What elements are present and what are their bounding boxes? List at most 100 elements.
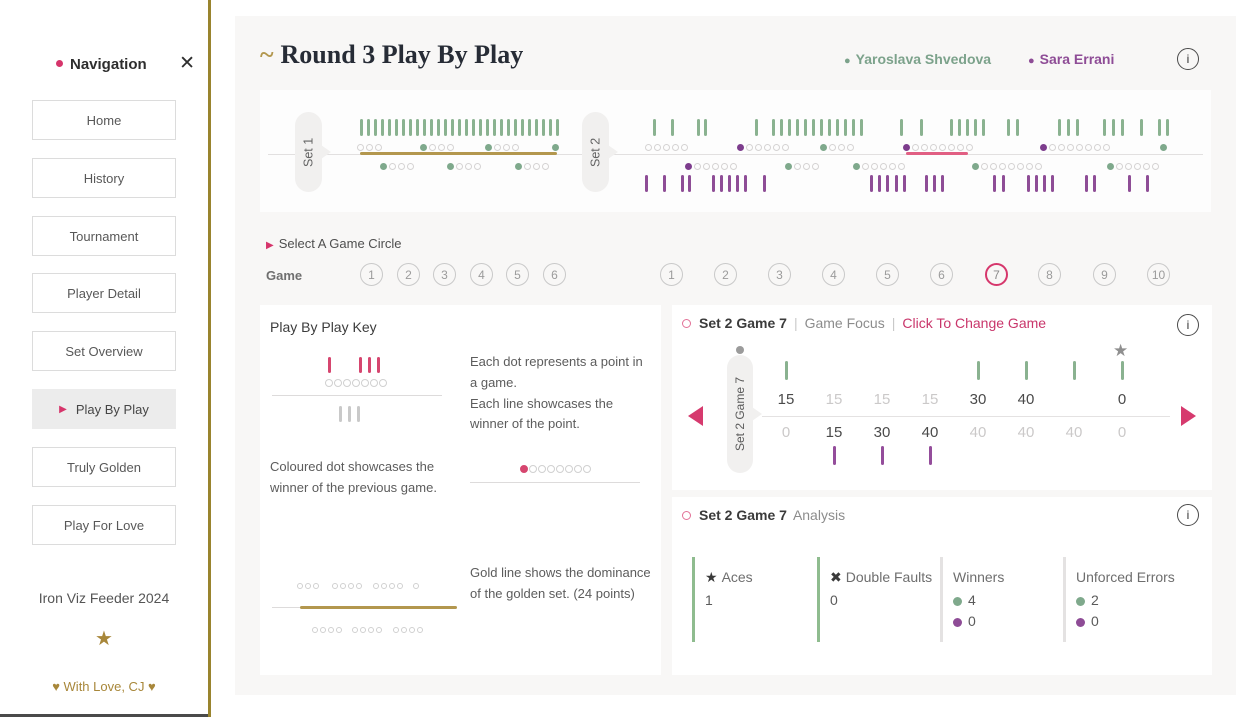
next-game-arrow[interactable] bbox=[1181, 406, 1196, 426]
point-tick-purple bbox=[878, 175, 881, 192]
point-dot bbox=[999, 163, 1006, 170]
point-tick-purple bbox=[744, 175, 747, 192]
close-icon[interactable]: ✕ bbox=[179, 53, 195, 74]
score-bottom: 40 bbox=[921, 424, 939, 441]
point-dot bbox=[533, 163, 540, 170]
game-circle-set1-1[interactable]: 1 bbox=[360, 263, 383, 286]
score-top: 15 bbox=[873, 391, 891, 408]
game-circle-set1-2[interactable]: 2 bbox=[397, 263, 420, 286]
point-dot bbox=[1103, 144, 1110, 151]
point-tick-green bbox=[974, 119, 977, 136]
point-tick-green bbox=[535, 119, 538, 136]
point-tick-green bbox=[556, 119, 559, 136]
sidebar-item-tournament[interactable]: Tournament bbox=[32, 216, 176, 256]
point-tick-green bbox=[402, 119, 405, 136]
point-tick-green bbox=[1007, 119, 1010, 136]
point-tick-green bbox=[812, 119, 815, 136]
point-dot bbox=[737, 144, 744, 151]
game-circle-set2-4[interactable]: 4 bbox=[822, 263, 845, 286]
info-icon[interactable]: i bbox=[1177, 314, 1199, 336]
point-tick-green bbox=[430, 119, 433, 136]
timeline-baseline bbox=[268, 154, 1203, 155]
sidebar-item-truly-golden[interactable]: Truly Golden bbox=[32, 447, 176, 487]
point-tick-purple bbox=[895, 175, 898, 192]
point-tick-green bbox=[1076, 119, 1079, 136]
key-dot-small bbox=[409, 627, 415, 633]
point-tick-purple bbox=[993, 175, 996, 192]
game-circle-set2-8[interactable]: 8 bbox=[1038, 263, 1061, 286]
sidebar-item-label: Player Detail bbox=[67, 285, 141, 301]
key-dot-small bbox=[393, 627, 399, 633]
point-dot bbox=[1107, 163, 1114, 170]
key-dot-small bbox=[373, 583, 379, 589]
sidebar-item-play-by-play[interactable]: ▶ Play By Play bbox=[32, 389, 176, 429]
game-circle-set2-10[interactable]: 10 bbox=[1147, 263, 1170, 286]
analysis-header: Set 2 Game 7 Analysis bbox=[682, 507, 845, 523]
stat-divider bbox=[1063, 557, 1066, 642]
game-circle-set2-5[interactable]: 5 bbox=[876, 263, 899, 286]
point-dot bbox=[1134, 163, 1141, 170]
previous-game-winner-dot bbox=[736, 346, 744, 354]
game-circle-set1-5[interactable]: 5 bbox=[506, 263, 529, 286]
point-tick-purple bbox=[663, 175, 666, 192]
change-game-link[interactable]: Click To Change Game bbox=[902, 315, 1047, 331]
sidebar-item-home[interactable]: Home bbox=[32, 100, 176, 140]
key-dot bbox=[556, 465, 564, 473]
point-dot bbox=[746, 144, 753, 151]
set-marker-arrow bbox=[608, 145, 618, 159]
point-dot bbox=[755, 144, 762, 151]
point-tick-green bbox=[772, 119, 775, 136]
game-circle-set2-3[interactable]: 3 bbox=[768, 263, 791, 286]
point-tick-purple bbox=[833, 446, 836, 465]
key-dot-small bbox=[305, 583, 311, 589]
info-icon[interactable]: i bbox=[1177, 504, 1199, 526]
point-dot bbox=[672, 144, 679, 151]
info-icon[interactable]: i bbox=[1177, 48, 1199, 70]
key-dot-small bbox=[313, 583, 319, 589]
key-dot-small bbox=[401, 627, 407, 633]
sidebar-item-set-overview[interactable]: Set Overview bbox=[32, 331, 176, 371]
stat-label-text: Winners bbox=[953, 569, 1005, 585]
point-tick-green bbox=[788, 119, 791, 136]
sidebar-item-label: Play For Love bbox=[63, 517, 145, 533]
point-tick-green bbox=[852, 119, 855, 136]
point-dot bbox=[957, 144, 964, 151]
previous-game-arrow[interactable] bbox=[688, 406, 703, 426]
point-dot bbox=[542, 163, 549, 170]
sidebar-item-label: Home bbox=[86, 112, 122, 128]
point-tick-purple bbox=[681, 175, 684, 192]
score-bottom: 40 bbox=[1017, 424, 1035, 441]
game-circle-set2-7[interactable]: 7 bbox=[985, 263, 1008, 286]
sidebar-item-play-for-love[interactable]: Play For Love bbox=[32, 505, 176, 545]
point-dot bbox=[375, 144, 382, 151]
point-tick-green bbox=[507, 119, 510, 136]
game-circle-set1-3[interactable]: 3 bbox=[433, 263, 456, 286]
score-top: 30 bbox=[969, 391, 987, 408]
point-tick-purple bbox=[736, 175, 739, 192]
key-text-coloured-dot: Coloured dot showcases the winner of the… bbox=[270, 459, 437, 495]
point-dot bbox=[785, 163, 792, 170]
key-dot bbox=[379, 379, 387, 387]
game-circle-set1-4[interactable]: 4 bbox=[470, 263, 493, 286]
sidebar-item-player-detail[interactable]: Player Detail bbox=[32, 273, 176, 313]
pill-arrow bbox=[752, 407, 762, 421]
game-circle-set1-6[interactable]: 6 bbox=[543, 263, 566, 286]
sidebar-item-history[interactable]: History bbox=[32, 158, 176, 198]
point-tick-green bbox=[381, 119, 384, 136]
play-by-play-key: Play By Play Key Each dot represents a p… bbox=[260, 305, 661, 675]
navigation-title-text: Navigation bbox=[70, 56, 147, 73]
point-tick-green bbox=[458, 119, 461, 136]
point-dot bbox=[1085, 144, 1092, 151]
point-dot bbox=[1143, 163, 1150, 170]
game-circle-set2-2[interactable]: 2 bbox=[714, 263, 737, 286]
key-dot-small bbox=[360, 627, 366, 633]
key-line bbox=[272, 395, 442, 396]
game-circle-set2-6[interactable]: 6 bbox=[930, 263, 953, 286]
point-dot bbox=[871, 163, 878, 170]
game-circle-set2-1[interactable]: 1 bbox=[660, 263, 683, 286]
game-circle-set2-9[interactable]: 9 bbox=[1093, 263, 1116, 286]
point-dot bbox=[420, 144, 427, 151]
point-dot bbox=[921, 144, 928, 151]
scrollbar[interactable] bbox=[0, 714, 208, 717]
key-dot bbox=[583, 465, 591, 473]
